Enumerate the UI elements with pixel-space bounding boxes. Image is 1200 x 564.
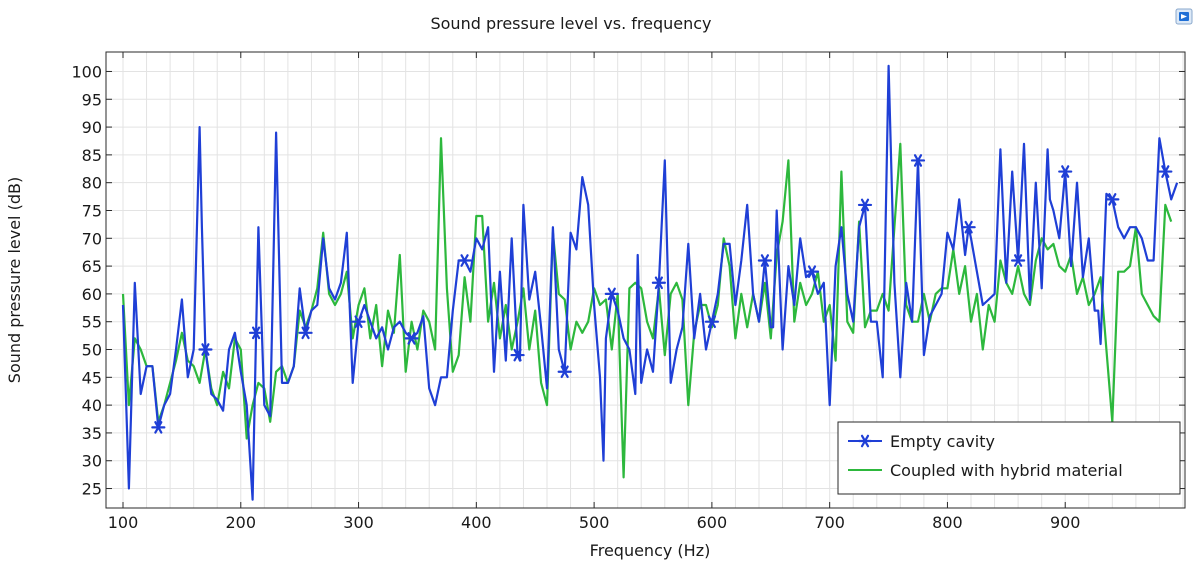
y-tick-label: 95 — [82, 90, 102, 109]
legend: Empty cavity Coupled with hybrid materia… — [837, 421, 1181, 495]
x-tick-label: 800 — [932, 513, 963, 532]
legend-item-empty-cavity: Empty cavity — [848, 432, 995, 451]
y-tick-label: 80 — [82, 174, 102, 193]
chart-title: Sound pressure level vs. frequency — [430, 14, 711, 33]
data-point-marker — [557, 365, 572, 379]
data-point-marker — [604, 287, 619, 301]
data-point-marker — [198, 343, 213, 356]
x-tick-label: 400 — [461, 513, 492, 532]
data-point-marker — [857, 198, 873, 212]
y-tick-label: 25 — [82, 480, 102, 499]
y-tick-label: 30 — [82, 452, 102, 471]
y-tick-label: 85 — [82, 146, 102, 165]
y-tick-label: 65 — [82, 257, 102, 276]
x-tick-label: 500 — [579, 513, 610, 532]
data-point-marker — [757, 254, 772, 267]
grid — [106, 52, 1185, 508]
data-point-marker — [457, 254, 472, 267]
y-tick-label: 35 — [82, 424, 102, 443]
series-layer — [121, 64, 1179, 501]
legend-marker-asterisk — [857, 434, 873, 448]
y-axis-title: Sound pressure level (dB) — [5, 177, 24, 383]
legend-item-coupled: Coupled with hybrid material — [848, 461, 1123, 480]
data-point-marker — [1011, 254, 1026, 267]
x-tick-label: 700 — [814, 513, 845, 532]
data-point-marker — [804, 265, 820, 278]
x-tick-label: 600 — [697, 513, 728, 532]
y-tick-label: 100 — [71, 62, 102, 81]
data-point-marker — [510, 348, 525, 362]
axis-ticks: 100 200 300 400 500 600 700 800 900 25 30 35 40 45 50 5… — [71, 52, 1185, 532]
y-tick-label: 40 — [82, 396, 102, 415]
y-tick-label: 55 — [82, 313, 102, 332]
y-tick-label: 70 — [82, 229, 102, 248]
y-tick-label: 45 — [82, 368, 102, 387]
y-tick-label: 50 — [82, 341, 102, 360]
legend-label-empty-cavity: Empty cavity — [890, 432, 995, 451]
legend-label-coupled: Coupled with hybrid material — [890, 461, 1123, 480]
series-line-empty-cavity — [121, 64, 1179, 501]
data-point-marker — [1158, 165, 1173, 178]
x-tick-label: 100 — [108, 513, 139, 532]
data-point-marker — [351, 315, 366, 329]
y-tick-label: 60 — [82, 285, 102, 304]
series-line-coupled-hybrid — [121, 137, 1173, 479]
x-axis-title: Frequency (Hz) — [590, 541, 711, 560]
data-point-marker — [248, 326, 264, 340]
data-point-marker — [651, 276, 666, 290]
plot-frame — [105, 51, 1186, 509]
data-point-marker — [1058, 165, 1073, 178]
data-point-marker — [404, 332, 419, 345]
data-point-marker — [961, 220, 976, 234]
data-point-marker — [151, 421, 166, 434]
x-tick-label: 300 — [343, 513, 374, 532]
y-tick-label: 90 — [82, 118, 102, 137]
data-point-marker — [704, 315, 719, 329]
x-tick-label: 200 — [226, 513, 257, 532]
data-point-marker — [298, 326, 313, 340]
data-point-marker — [1105, 193, 1120, 206]
y-tick-label: 75 — [82, 201, 102, 220]
legend-box — [837, 421, 1181, 495]
legend-asterisk-icon — [857, 434, 873, 448]
data-point-marker — [910, 154, 926, 167]
export-image-icon[interactable] — [1175, 8, 1193, 25]
x-tick-label: 900 — [1050, 513, 1081, 532]
